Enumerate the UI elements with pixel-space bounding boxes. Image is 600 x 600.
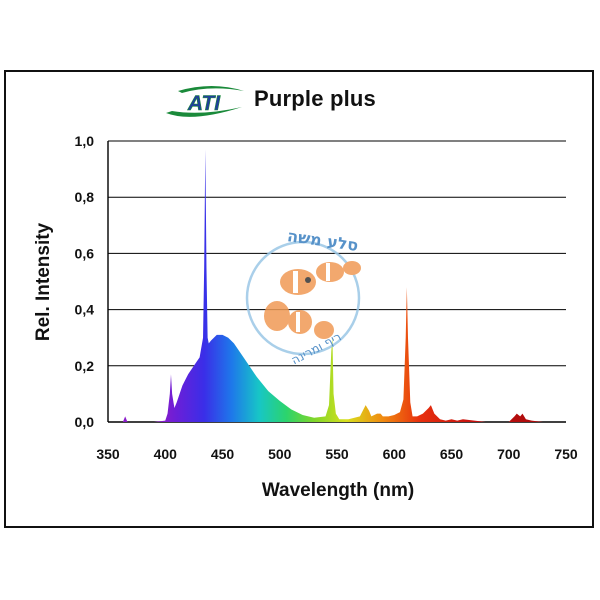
y-tick-labels: 0,0 0,2 0,4 0,6 0,8 1,0 <box>75 133 95 430</box>
watermark-text-top: סלע משה <box>286 226 359 255</box>
y-tick-label-5: 1,0 <box>75 133 95 149</box>
x-tick-label-7: 700 <box>497 446 521 462</box>
y-tick-label-2: 0,4 <box>75 302 95 318</box>
clownfish-logo-icon <box>264 261 361 339</box>
x-tick-label-4: 550 <box>325 446 349 462</box>
y-tick-label-4: 0,8 <box>75 189 95 205</box>
x-tick-label-5: 600 <box>383 446 407 462</box>
chart-frame <box>4 70 594 528</box>
logo-text: ATI <box>187 92 221 115</box>
y-axis-label: Rel. Intensity <box>33 222 54 342</box>
x-tick-label-0: 350 <box>96 446 120 462</box>
x-tick-label-8: 750 <box>554 446 578 462</box>
logo-swoosh-bottom <box>166 107 242 117</box>
spectrum-area <box>119 149 566 422</box>
x-axis-label: Wavelength (nm) <box>261 480 415 501</box>
x-tick-label-1: 400 <box>154 446 178 462</box>
chart-title: Purple plus <box>254 86 376 111</box>
y-tick-label-3: 0,6 <box>75 245 95 261</box>
ati-logo: ATI <box>166 86 244 117</box>
logo-swoosh-top <box>178 86 244 93</box>
watermark: סלע משה ריף ומרינה <box>245 226 361 367</box>
watermark-ring <box>245 240 361 356</box>
x-tick-label-3: 500 <box>268 446 292 462</box>
grid-lines <box>107 140 566 423</box>
x-tick-label-6: 650 <box>440 446 464 462</box>
y-tick-label-1: 0,2 <box>75 358 95 374</box>
y-tick-label-0: 0,0 <box>75 414 95 430</box>
x-tick-labels: 350 400 450 500 550 600 650 700 750 <box>96 446 578 462</box>
x-tick-label-2: 450 <box>211 446 235 462</box>
